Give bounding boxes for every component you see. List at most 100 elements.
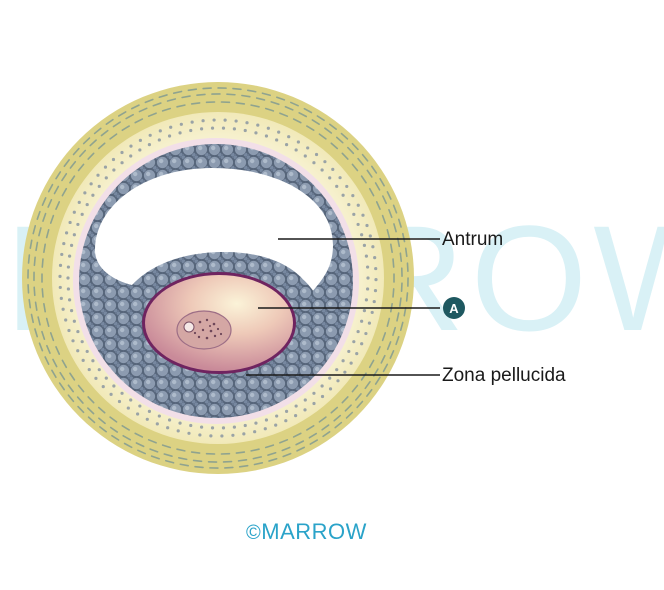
theca-dot xyxy=(364,254,369,258)
theca-dot xyxy=(338,176,342,180)
theca-dot xyxy=(158,129,162,133)
theca-dash xyxy=(79,149,87,158)
theca-dash xyxy=(399,321,404,331)
theca-dash xyxy=(30,313,34,324)
theca-dot xyxy=(352,340,356,344)
theca-dot xyxy=(294,404,298,408)
theca-dash xyxy=(176,448,186,452)
theca-dash xyxy=(61,359,68,369)
theca-dash xyxy=(147,439,157,444)
theca-dot xyxy=(80,340,84,344)
theca-dash xyxy=(388,208,393,219)
theca-dot xyxy=(345,184,349,189)
theca-dash xyxy=(150,455,160,460)
theca-dash xyxy=(43,303,47,313)
theca-dash xyxy=(27,254,31,264)
theca-dash xyxy=(67,394,75,403)
theca-dash xyxy=(361,153,369,162)
theca-dash xyxy=(382,363,389,373)
theca-dash xyxy=(330,142,339,150)
theca-dot xyxy=(94,376,98,380)
marrow-logo: ©MARROW xyxy=(246,519,367,545)
theca-dot xyxy=(104,176,108,180)
theca-dash xyxy=(192,459,203,463)
theca-dot xyxy=(136,412,140,416)
theca-dot xyxy=(76,349,80,353)
theca-dot xyxy=(365,223,369,228)
theca-dot xyxy=(306,146,310,150)
theca-dot xyxy=(256,123,260,127)
theca-dash xyxy=(374,182,381,191)
theca-dot xyxy=(120,161,124,165)
theca-dash xyxy=(399,297,402,307)
theca-dot xyxy=(209,434,213,438)
theca-dash xyxy=(123,442,133,449)
theca-dot xyxy=(97,184,101,188)
theca-dash xyxy=(345,411,354,419)
theca-dot xyxy=(366,276,370,280)
theca-dot xyxy=(312,401,316,406)
theca-dash xyxy=(252,456,262,460)
theca-dash xyxy=(194,465,204,469)
theca-dash xyxy=(389,243,393,253)
theca-dash xyxy=(284,105,294,111)
theca-dash xyxy=(392,288,395,298)
theca-dot xyxy=(212,118,216,122)
theca-dash xyxy=(318,133,327,140)
theca-dot xyxy=(126,406,130,410)
theca-dash xyxy=(311,119,320,126)
theca-dash xyxy=(58,382,66,391)
theca-dot xyxy=(60,252,64,257)
theca-dot xyxy=(356,222,360,227)
theca-dot xyxy=(167,418,172,422)
theca-dot xyxy=(303,408,307,412)
theca-dash xyxy=(61,187,68,197)
theca-dot xyxy=(320,394,325,399)
theca-dash xyxy=(97,406,106,414)
theca-dot xyxy=(320,168,324,172)
theca-dash xyxy=(43,243,47,253)
theca-dot xyxy=(117,399,122,404)
theca-dash xyxy=(328,123,337,130)
theca-dash xyxy=(324,127,333,134)
theca-dash xyxy=(321,424,330,431)
theca-dash xyxy=(134,118,144,124)
theca-dash xyxy=(33,286,36,297)
theca-dot xyxy=(64,231,69,235)
theca-dot xyxy=(277,130,281,134)
theca-dot xyxy=(71,339,75,343)
theca-dash xyxy=(147,112,157,117)
theca-dash xyxy=(117,111,127,117)
theca-dash xyxy=(282,452,292,458)
theca-dash xyxy=(35,241,39,252)
theca-dash xyxy=(144,98,154,104)
theca-dash xyxy=(238,464,249,468)
theca-dash xyxy=(41,258,44,268)
theca-dash xyxy=(380,354,386,364)
theca-dash xyxy=(255,97,266,101)
theca-dash xyxy=(351,384,359,393)
theca-dot xyxy=(284,409,289,414)
theca-dot xyxy=(243,128,247,133)
theca-dot xyxy=(58,274,62,278)
theca-dash xyxy=(98,417,106,425)
theca-dash xyxy=(77,405,85,414)
theca-dot xyxy=(356,329,360,334)
theca-dot xyxy=(178,421,182,425)
theca-dot xyxy=(199,127,204,131)
theca-dot xyxy=(72,319,76,323)
theca-dash xyxy=(268,457,278,462)
copyright-symbol: © xyxy=(246,522,262,544)
theca-dot xyxy=(103,165,108,169)
theca-dot xyxy=(343,370,347,374)
theca-dash xyxy=(270,101,280,106)
theca-dash xyxy=(100,129,109,137)
theca-dot xyxy=(254,421,258,425)
theca-dot xyxy=(368,234,372,238)
theca-dash xyxy=(46,344,51,354)
theca-dot xyxy=(76,329,80,334)
theca-dash xyxy=(38,342,44,352)
theca-dash xyxy=(379,177,385,187)
theca-dot xyxy=(264,418,269,422)
theca-dash xyxy=(52,358,58,368)
